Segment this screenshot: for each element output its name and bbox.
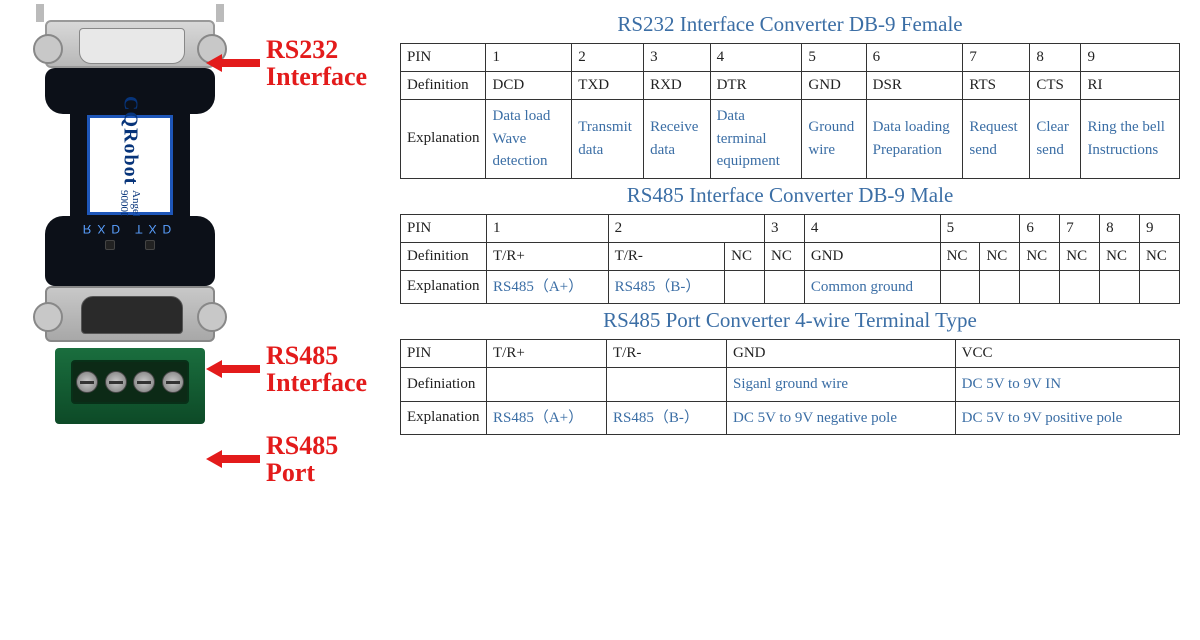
table-row: PIN 1 2 3 4 5 6 7 8 9	[401, 44, 1180, 72]
db9-female-connector	[45, 20, 215, 68]
device-label-sticker: CQRobot AngelDT-9000DE	[87, 115, 173, 215]
table-rs485-db9: PIN 1 2 3 4 5 6 7 8 9 Definition T/R+ T/…	[400, 214, 1180, 305]
device-panel: CQRobot AngelDT-9000DE RXD TXD	[0, 0, 400, 640]
table-row: Explanation RS485（A+） RS485（B-） DC 5V to…	[401, 401, 1180, 435]
table-row: Definition T/R+ T/R- NC NC GND NC NC NC …	[401, 242, 1180, 270]
table-row: Definiation Siganl ground wire DC 5V to …	[401, 368, 1180, 402]
table-row: Definition DCD TXD RXD DTR GND DSR RTS C…	[401, 72, 1180, 100]
table-rs232: PIN 1 2 3 4 5 6 7 8 9 Definition DCD TXD…	[400, 43, 1180, 179]
callout-rs485-port: RS485 Port	[206, 432, 338, 487]
callout-rs232: RS232 Interface	[206, 36, 367, 91]
tables-panel: RS232 Interface Converter DB-9 Female PI…	[400, 0, 1200, 640]
device-brand: CQRobot	[119, 96, 142, 185]
table-row: Explanation Data load Wave detection Tra…	[401, 100, 1180, 179]
table-row: PIN T/R+ T/R- GND VCC	[401, 340, 1180, 368]
terminal-block	[55, 348, 205, 424]
table1-title: RS232 Interface Converter DB-9 Female	[400, 12, 1180, 37]
table3-title: RS485 Port Converter 4-wire Terminal Typ…	[400, 308, 1180, 333]
table-row: PIN 1 2 3 4 5 6 7 8 9	[401, 214, 1180, 242]
callout-rs485-interface: RS485 Interface	[206, 342, 367, 397]
table-row: Explanation RS485（A+） RS485（B-） Common g…	[401, 270, 1180, 304]
led-labels: RXD TXD	[45, 222, 215, 236]
device-illustration: CQRobot AngelDT-9000DE RXD TXD	[40, 20, 220, 424]
db9-male-connector	[45, 286, 215, 342]
table2-title: RS485 Interface Converter DB-9 Male	[400, 183, 1180, 208]
table-rs485-terminal: PIN T/R+ T/R- GND VCC Definiation Siganl…	[400, 339, 1180, 435]
